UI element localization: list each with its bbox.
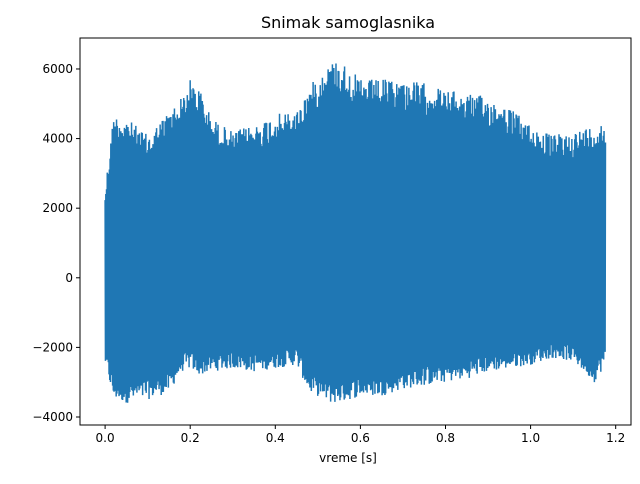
x-tick-label: 0.2 [181, 431, 200, 445]
y-tick-label: 0 [65, 271, 73, 285]
y-tick-label: 2000 [42, 201, 73, 215]
x-tick-label: 0.6 [351, 431, 370, 445]
y-tick-label: 4000 [42, 132, 73, 146]
axes-frame [79, 37, 632, 426]
x-tick-label: 1.2 [606, 431, 625, 445]
x-tick-label: 0.8 [436, 431, 455, 445]
x-tick-label: 0.4 [266, 431, 285, 445]
axes: 0.0 0.2 0.4 0.6 0.8 1.0 1.2 −4000 −2000 0 2000 4000… [32, 37, 632, 445]
x-tick-label: 1.0 [521, 431, 540, 445]
chart-title: Snimak samoglasnika [261, 13, 435, 32]
series-line-0 [104, 63, 607, 403]
y-tick-label: −2000 [32, 340, 73, 354]
x-tick-label: 0.0 [96, 431, 115, 445]
y-tick-label: 6000 [42, 62, 73, 76]
y-tick-label: −4000 [32, 410, 73, 424]
plot-area [104, 63, 607, 403]
x-axis-label: vreme [s] [319, 451, 377, 465]
